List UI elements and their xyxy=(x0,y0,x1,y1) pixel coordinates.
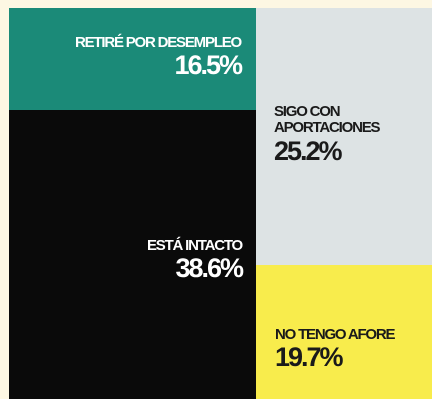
label-no-tengo-afore: NO TENGO AFORE 19.7% xyxy=(275,326,396,372)
treemap-chart: RETIRÉ POR DESEMPLEO 16.5% ESTÁ INTACTO … xyxy=(9,8,432,399)
segment-value-intacto: 38.6% xyxy=(175,253,244,283)
segment-value-aport: 25.2% xyxy=(274,135,343,166)
tile-esta-intacto: ESTÁ INTACTO 38.6% xyxy=(9,110,256,399)
label-esta-intacto: ESTÁ INTACTO 38.6% xyxy=(146,237,244,283)
label-retire-por-desempleo: RETIRÉ POR DESEMPLEO 16.5% xyxy=(74,34,243,80)
tile-retire-por-desempleo: RETIRÉ POR DESEMPLEO 16.5% xyxy=(9,8,256,110)
tile-no-tengo-afore: NO TENGO AFORE 19.7% xyxy=(256,265,432,399)
tile-sigo-con-aportaciones: SIGO CON APORTACIONES 25.2% xyxy=(256,8,432,265)
label-sigo-con-aportaciones: SIGO CON APORTACIONES 25.2% xyxy=(274,104,424,165)
segment-value-noafore: 19.7% xyxy=(275,342,344,372)
segment-name-noafore: NO TENGO AFORE xyxy=(275,326,396,343)
segment-name-intacto: ESTÁ INTACTO xyxy=(146,237,243,254)
segment-value-retire: 16.5% xyxy=(174,50,243,80)
segment-name-aport: SIGO CON APORTACIONES xyxy=(274,103,381,136)
segment-name-retire: RETIRÉ POR DESEMPLEO xyxy=(74,34,242,51)
